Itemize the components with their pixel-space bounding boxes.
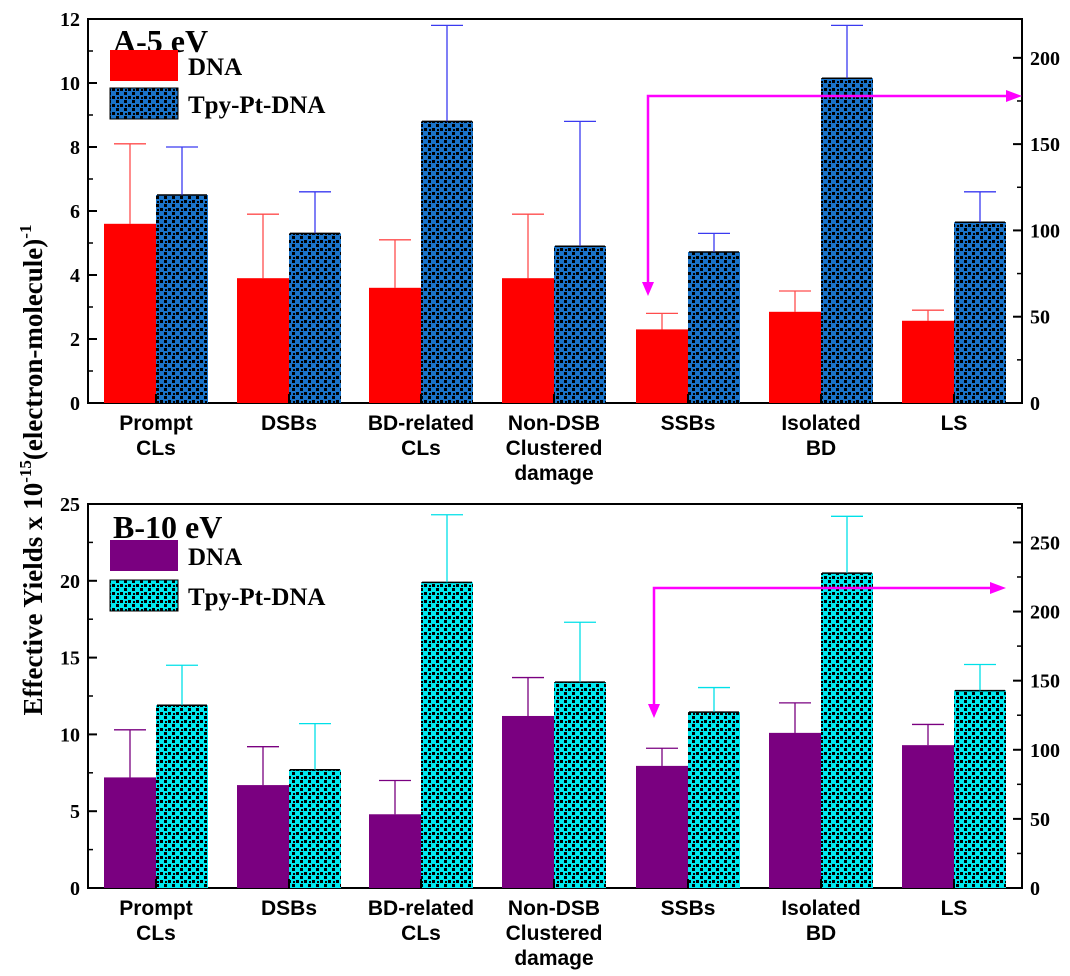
bar-dna	[369, 814, 421, 888]
category-label: Prompt	[119, 897, 193, 920]
category-label: Non-DSB	[508, 897, 600, 920]
bar-dna	[769, 311, 821, 403]
category-label: BD	[806, 437, 836, 460]
bar-tpy-pt-dna	[156, 705, 208, 888]
right-tick-label: 200	[1030, 602, 1060, 624]
secondary-axis-arrow	[646, 94, 1012, 288]
bar-tpy-pt-dna	[954, 222, 1006, 403]
legend-swatch	[110, 50, 178, 81]
right-tick-label: 200	[1030, 48, 1060, 70]
category-label: BD	[806, 922, 836, 945]
bar-tpy-pt-dna	[156, 195, 208, 403]
bar-dna	[636, 329, 688, 403]
bar-tpy-pt-dna	[821, 573, 873, 888]
bar-tpy-pt-dna	[688, 712, 740, 888]
category-label: CLs	[136, 922, 176, 945]
left-tick-label: 10	[60, 724, 80, 746]
bar-dna	[769, 732, 821, 888]
legend-swatch	[109, 579, 179, 612]
left-tick-label: 0	[70, 393, 80, 415]
category-label: CLs	[401, 922, 441, 945]
panel-title: B-10 eV	[113, 509, 222, 545]
legend-label: Tpy-Pt-DNA	[188, 92, 326, 119]
category-label: damage	[514, 947, 593, 970]
bar-tpy-pt-dna	[554, 682, 606, 888]
category-label: Clustered	[506, 922, 603, 945]
category-label: damage	[514, 462, 593, 485]
legend-label: Tpy-Pt-DNA	[188, 584, 326, 611]
left-tick-label: 8	[70, 137, 80, 159]
right-tick-label: 250	[1030, 532, 1060, 554]
bar-dna	[902, 320, 954, 403]
category-label: SSBs	[661, 897, 716, 920]
bar-tpy-pt-dna	[289, 769, 341, 888]
bar-dna	[104, 777, 156, 888]
right-tick-label: 50	[1030, 307, 1050, 329]
category-label: CLs	[401, 437, 441, 460]
arrow-head-right	[1006, 90, 1022, 102]
left-tick-label: 12	[60, 9, 80, 31]
bar-dna	[369, 287, 421, 403]
left-tick-label: 20	[60, 571, 80, 593]
left-tick-label: 10	[60, 73, 80, 95]
category-label: DSBs	[261, 897, 317, 920]
category-label: Prompt	[119, 412, 193, 435]
left-tick-label: 4	[70, 265, 80, 287]
arrow-head-right	[990, 582, 1006, 594]
left-tick-label: 0	[70, 878, 80, 900]
bar-dna	[636, 765, 688, 888]
bar-dna	[104, 223, 156, 403]
category-label: CLs	[136, 437, 176, 460]
category-label: LS	[941, 897, 968, 920]
right-tick-label: 0	[1030, 393, 1040, 415]
left-tick-label: 25	[60, 494, 80, 516]
left-tick-label: 15	[60, 648, 80, 670]
arrow-head-down	[642, 282, 654, 296]
bar-tpy-pt-dna	[554, 246, 606, 403]
category-label: SSBs	[661, 412, 716, 435]
bar-tpy-pt-dna	[821, 78, 873, 403]
bar-tpy-pt-dna	[954, 690, 1006, 888]
category-label: DSBs	[261, 412, 317, 435]
bar-tpy-pt-dna	[421, 121, 473, 404]
y-axis-label: Effective Yields x 10-15(electron-molecu…	[16, 225, 48, 716]
left-tick-label: 2	[70, 329, 80, 351]
category-label: BD-related	[368, 412, 474, 435]
left-tick-label: 6	[70, 201, 80, 223]
bar-dna	[902, 745, 954, 888]
category-label: Clustered	[506, 437, 603, 460]
right-tick-label: 150	[1030, 134, 1060, 156]
category-label: BD-related	[368, 897, 474, 920]
bar-dna	[237, 785, 289, 888]
right-tick-label: 150	[1030, 671, 1060, 693]
arrow-head-down	[648, 704, 660, 718]
right-tick-label: 100	[1030, 220, 1060, 242]
category-label: Non-DSB	[508, 412, 600, 435]
secondary-axis-arrow	[652, 586, 996, 710]
legend-label: DNA	[188, 54, 242, 81]
category-label: Isolated	[781, 412, 860, 435]
left-tick-label: 5	[70, 801, 80, 823]
category-label: LS	[941, 412, 968, 435]
category-label: Isolated	[781, 897, 860, 920]
bar-tpy-pt-dna	[688, 251, 740, 403]
bar-tpy-pt-dna	[289, 233, 341, 403]
legend-swatch	[110, 540, 178, 571]
legend-swatch	[109, 87, 179, 120]
right-tick-label: 0	[1030, 878, 1040, 900]
bar-dna	[237, 278, 289, 403]
bar-dna	[502, 715, 554, 888]
right-tick-label: 100	[1030, 740, 1060, 762]
legend-label: DNA	[188, 544, 242, 571]
bar-dna	[502, 278, 554, 403]
right-tick-label: 50	[1030, 809, 1050, 831]
bar-tpy-pt-dna	[421, 582, 473, 888]
